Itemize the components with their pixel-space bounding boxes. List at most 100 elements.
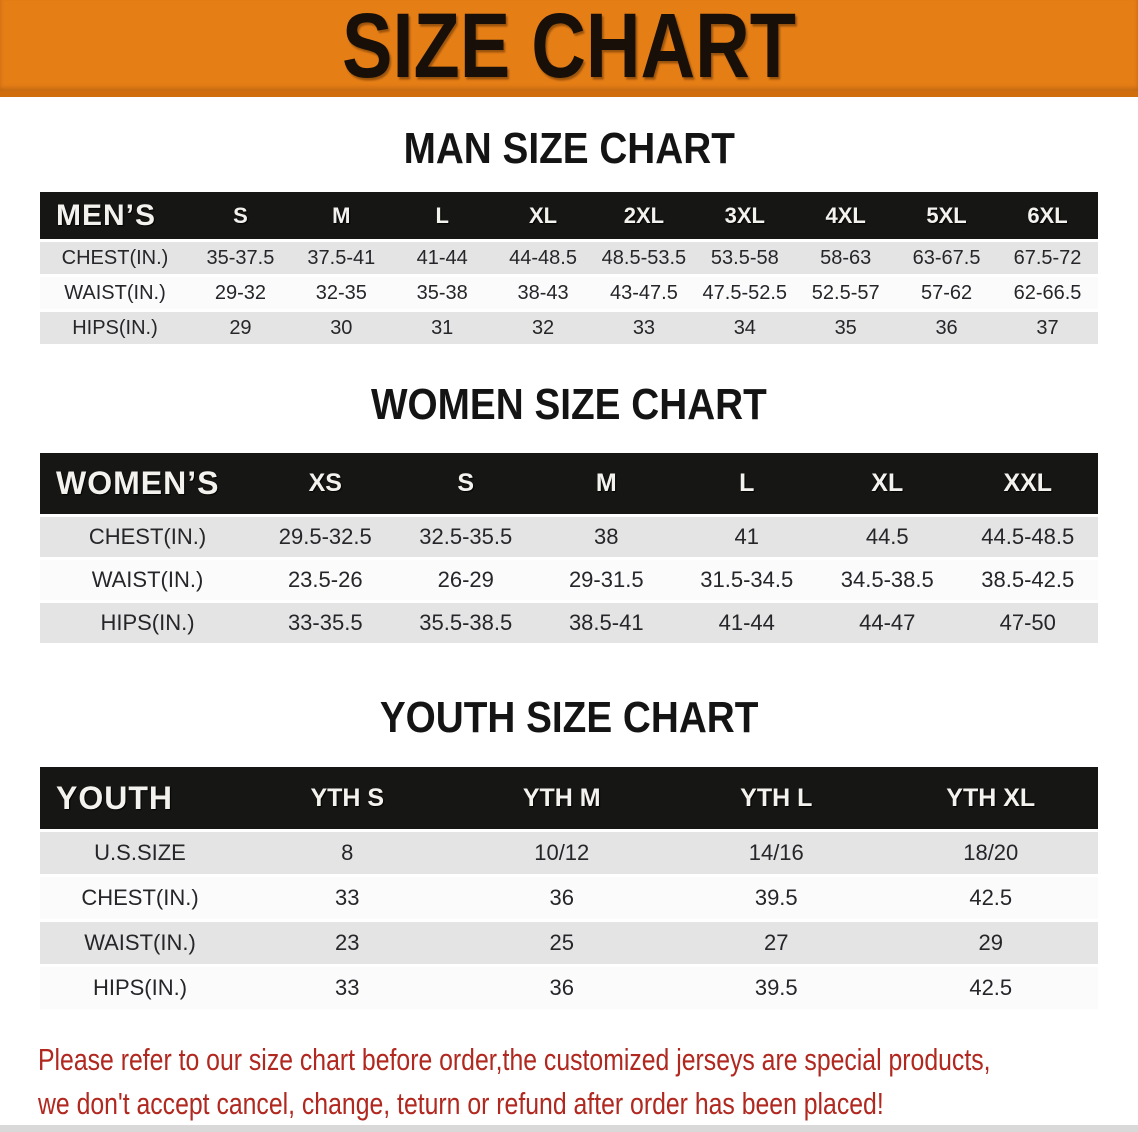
value-cell: 33: [335, 975, 360, 1001]
value-cell: 29-32: [214, 281, 267, 304]
size-header-cell: S: [457, 468, 475, 497]
value-cell: 53.5-58: [710, 246, 779, 269]
table-header-row: WOMEN’S XS S M L XL XXL: [40, 452, 1098, 514]
size-header-cell: 6XL: [1027, 202, 1068, 228]
value-cell: 38.5-42.5: [981, 566, 1075, 592]
youth-section-heading: YOUTH SIZE CHART: [0, 692, 1138, 742]
value-cell: 39.5: [754, 885, 798, 911]
size-header-cell: L: [739, 468, 755, 497]
value-cell: 32-35: [315, 281, 367, 304]
value-cell: 38: [594, 523, 619, 549]
value-cell: 42.5: [969, 975, 1013, 1001]
size-header-cell: M: [332, 202, 351, 228]
value-cell: 14/16: [748, 840, 804, 866]
women-section-heading-text: WOMEN SIZE CHART: [371, 380, 767, 430]
men-section-heading-text: MAN SIZE CHART: [403, 124, 735, 173]
value-cell: 32: [531, 316, 555, 339]
value-cell: 35: [834, 316, 857, 339]
table-title-cell: MEN’S: [56, 198, 157, 232]
image-bottom-edge: [0, 1125, 1138, 1132]
value-cell: 41-44: [718, 609, 775, 635]
value-cell: 30: [330, 316, 353, 339]
value-cell: 38.5-41: [568, 609, 644, 635]
row-label-cell: CHEST(IN.): [81, 885, 199, 911]
disclaimer-line-1: Please refer to our size chart before or…: [38, 1042, 991, 1078]
youth-size-table: YOUTH YTH S YTH M YTH L YTH XL U.S.SIZE 8 10/12…: [40, 764, 1098, 1012]
value-cell: 41-44: [416, 246, 468, 269]
row-label-cell: HIPS(IN.): [100, 609, 195, 635]
table-title-cell: YOUTH: [56, 779, 173, 816]
row-label-cell: HIPS(IN.): [72, 316, 158, 339]
size-header-cell: YTH L: [740, 783, 813, 812]
value-cell: 44.5: [865, 523, 909, 549]
value-cell: 34: [733, 316, 756, 339]
value-cell: 10/12: [534, 840, 590, 866]
value-cell: 44-47: [859, 609, 916, 635]
value-cell: 62-66.5: [1013, 281, 1082, 304]
youth-section-heading-text: YOUTH SIZE CHART: [379, 692, 759, 742]
row-label-cell: CHEST(IN.): [88, 523, 207, 549]
table-row: HIPS(IN.) 33 36 39.5 42.5: [40, 967, 1098, 1010]
value-cell: 41: [734, 523, 759, 549]
value-cell: 29.5-32.5: [278, 523, 372, 549]
size-header-cell: 5XL: [926, 202, 967, 228]
value-cell: 52.5-57: [811, 281, 880, 304]
value-cell: 67.5-72: [1013, 246, 1082, 269]
value-cell: 57-62: [920, 281, 973, 304]
size-header-cell: S: [233, 202, 248, 228]
table-row: WAIST(IN.) 23.5-26 26-29 29-31.5 31.5-34.5 34…: [40, 559, 1098, 600]
value-cell: 29: [229, 316, 252, 339]
value-cell: 58-63: [820, 246, 872, 269]
value-cell: 48.5-53.5: [601, 246, 687, 269]
value-cell: 47.5-52.5: [702, 281, 788, 304]
table-header-row: MEN’S S M L XL 2XL 3XL 4XL 5XL 6XL: [40, 192, 1098, 240]
table-header-row: YOUTH YTH S YTH M YTH L YTH XL: [40, 767, 1098, 830]
women-size-table: WOMEN’S XS S M L XL XXL CHEST(IN.) 29.5-32.5 32.5…: [40, 450, 1098, 646]
row-label-cell: WAIST(IN.): [91, 566, 204, 592]
size-header-cell: YTH S: [310, 783, 385, 812]
value-cell: 33: [335, 885, 360, 911]
value-cell: 33: [632, 316, 656, 339]
value-cell: 23: [335, 930, 360, 956]
value-cell: 31.5-34.5: [700, 566, 794, 592]
value-cell: 25: [549, 930, 574, 956]
disclaimer-text: Please refer to our size chart before or…: [38, 1038, 1138, 1126]
value-cell: 47-50: [999, 609, 1056, 635]
value-cell: 44.5-48.5: [981, 523, 1075, 549]
table-row: U.S.SIZE 8 10/12 14/16 18/20: [40, 832, 1098, 875]
value-cell: 29-31.5: [568, 566, 644, 592]
value-cell: 36: [549, 975, 574, 1001]
women-section-heading: WOMEN SIZE CHART: [0, 380, 1138, 430]
size-header-cell: M: [595, 468, 617, 497]
row-label-cell: U.S.SIZE: [94, 840, 186, 866]
value-cell: 39.5: [754, 975, 798, 1001]
value-cell: 38-43: [517, 281, 569, 304]
value-cell: 35.5-38.5: [419, 609, 513, 635]
value-cell: 33-35.5: [287, 609, 363, 635]
table-row: CHEST(IN.) 29.5-32.5 32.5-35.5 38 41 44.5 44.5…: [40, 516, 1098, 557]
size-header-cell: L: [435, 202, 449, 228]
value-cell: 35-37.5: [206, 246, 275, 269]
table-row: CHEST(IN.) 35-37.5 37.5-41 41-44 44-48.5 48.5…: [40, 242, 1098, 275]
size-header-cell: YTH M: [522, 783, 601, 812]
value-cell: 36: [549, 885, 574, 911]
value-cell: 44-48.5: [509, 246, 577, 269]
value-cell: 31: [431, 316, 454, 339]
men-size-table: MEN’S S M L XL 2XL 3XL 4XL 5XL 6XL CHEST(IN.) 35-37…: [40, 189, 1098, 347]
value-cell: 26-29: [437, 566, 494, 592]
value-cell: 36: [935, 316, 958, 339]
value-cell: 32.5-35.5: [419, 523, 513, 549]
row-label-cell: WAIST(IN.): [64, 281, 166, 304]
size-header-cell: 2XL: [623, 202, 665, 228]
value-cell: 42.5: [969, 885, 1013, 911]
size-header-cell: YTH XL: [946, 783, 1036, 812]
value-cell: 35-38: [416, 281, 468, 304]
table-title-cell: WOMEN’S: [56, 464, 220, 501]
table-row: CHEST(IN.) 33 36 39.5 42.5: [40, 877, 1098, 920]
men-section-heading: MAN SIZE CHART: [0, 124, 1138, 173]
row-label-cell: HIPS(IN.): [92, 975, 188, 1001]
size-header-cell: XL: [529, 202, 558, 228]
row-label-cell: CHEST(IN.): [61, 246, 169, 269]
value-cell: 18/20: [963, 840, 1019, 866]
size-header-cell: XXL: [1003, 468, 1053, 497]
